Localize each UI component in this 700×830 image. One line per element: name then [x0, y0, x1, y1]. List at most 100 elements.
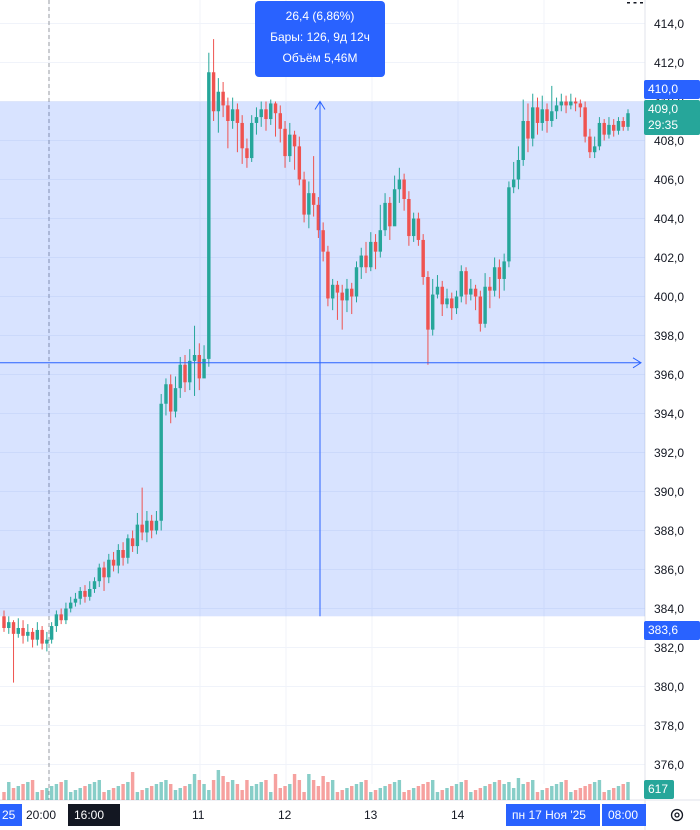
candle-body: [583, 107, 587, 137]
volume-bar: [502, 784, 506, 800]
candle-body: [164, 384, 168, 404]
candle-body: [588, 136, 592, 153]
volume-bar: [326, 782, 330, 800]
candle-body: [535, 107, 540, 123]
volume-bar: [511, 788, 516, 800]
volume-bar: [178, 788, 182, 800]
volume-bar: [430, 780, 435, 800]
volume-bar: [68, 792, 73, 800]
time-label-13: 13: [364, 808, 378, 822]
volume-bar: [602, 792, 606, 800]
volume-bar: [607, 790, 611, 800]
candle-body: [354, 267, 359, 297]
volume-bar: [592, 782, 597, 800]
volume-bar: [550, 786, 554, 800]
candle-body: [540, 109, 544, 123]
volume-bar: [140, 790, 144, 800]
volume-bar: [273, 774, 278, 800]
candle-body: [407, 199, 411, 237]
volume-bar: [402, 792, 406, 800]
volume-bar: [149, 786, 154, 800]
volume-bar: [345, 788, 349, 800]
price-tick-label: 398,0: [654, 328, 685, 343]
volume-bar: [416, 786, 421, 800]
price-tick-label: 412,0: [654, 55, 685, 70]
candle-body: [254, 117, 259, 123]
volume-last-tag: 617: [644, 780, 674, 799]
candle-body: [369, 241, 373, 268]
measure-range-box: [0, 101, 645, 617]
volume-bar: [383, 786, 387, 800]
volume-bar: [173, 790, 178, 800]
candle-body: [564, 101, 568, 106]
volume-bar: [597, 780, 602, 800]
volume-bar: [621, 784, 625, 800]
crosshair-layer: [0, 100, 642, 617]
volume-layer: [2, 770, 630, 800]
volume-bar: [240, 790, 244, 800]
price-tick-label: 380,0: [654, 679, 685, 694]
candle-body: [388, 202, 392, 227]
price-tick-label: 392,0: [654, 445, 685, 460]
candle-body: [454, 296, 459, 309]
volume-bar: [97, 780, 101, 800]
price-tick-label: 414,0: [654, 16, 685, 31]
volume-bar: [473, 790, 478, 800]
volume-bar: [626, 782, 630, 800]
volume-bar: [45, 788, 49, 800]
candle-body: [507, 187, 511, 262]
volume-bar: [202, 784, 206, 800]
time-label-11: 11: [192, 808, 205, 822]
candle-body: [311, 193, 316, 205]
candle-body: [435, 286, 440, 295]
candle-body: [392, 189, 397, 227]
candle-body: [621, 121, 625, 127]
candle-body: [430, 294, 435, 330]
volume-bar: [192, 774, 197, 800]
volume-bar: [254, 784, 259, 800]
volume-bar: [588, 784, 592, 800]
volume-bar: [126, 782, 130, 800]
candle-body: [426, 277, 430, 330]
candle-body: [531, 107, 535, 139]
volume-bar: [578, 788, 583, 800]
volume-bar: [369, 792, 373, 800]
price-tick-label: 406,0: [654, 172, 685, 187]
volume-bar: [145, 788, 149, 800]
settings-button[interactable]: [666, 804, 688, 826]
candle-body: [211, 72, 216, 112]
measure-range-layer: [0, 101, 645, 617]
candle-body: [283, 128, 287, 157]
candle-body: [626, 113, 630, 127]
candle-body: [111, 559, 116, 566]
volume-bar: [545, 788, 549, 800]
candle-body: [326, 251, 330, 299]
price-tick-label: 378,0: [654, 718, 685, 733]
candle-body: [445, 298, 449, 305]
candle-body: [364, 255, 368, 268]
volume-bar: [159, 782, 163, 800]
candle-body: [335, 284, 340, 293]
volume-bar: [16, 786, 21, 800]
candle-body: [188, 360, 192, 383]
candle-body: [202, 358, 206, 379]
menu-dots-icon[interactable]: [626, 0, 644, 6]
volume-bar: [102, 792, 106, 800]
price-tick-label: 408,0: [654, 133, 685, 148]
candle-body: [116, 550, 121, 566]
candle-body: [192, 355, 197, 361]
volume-bar: [221, 776, 225, 800]
volume-bar: [302, 792, 306, 800]
time-label-0800: 08:00: [602, 804, 646, 826]
volume-bar: [397, 780, 402, 800]
price-tick-label: 386,0: [654, 562, 685, 577]
candle-body: [492, 267, 497, 291]
volume-bar: [183, 786, 187, 800]
candle-body: [16, 628, 21, 634]
candle-body: [54, 614, 59, 627]
candle-body: [183, 364, 187, 383]
volume-bar: [297, 780, 302, 800]
candle-body: [264, 109, 268, 120]
